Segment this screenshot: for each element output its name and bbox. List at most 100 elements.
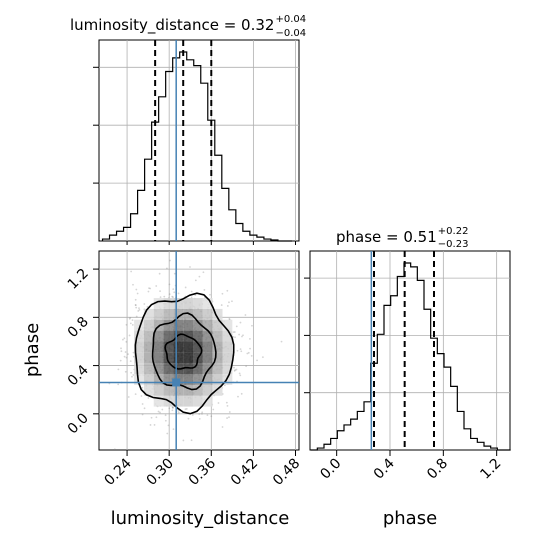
sample-point — [177, 464, 179, 466]
sample-point — [135, 315, 138, 318]
sample-point — [185, 408, 188, 410]
sample-point — [134, 304, 137, 306]
sample-point — [125, 323, 128, 326]
density-cell — [183, 352, 194, 364]
density-cell — [153, 330, 164, 342]
sample-point — [163, 295, 166, 298]
sample-point — [131, 375, 133, 378]
density-cell — [212, 330, 223, 342]
sample-point — [228, 411, 231, 413]
density-cell — [212, 308, 223, 320]
density-cell — [134, 363, 144, 375]
density-cell — [173, 352, 184, 364]
sample-point — [244, 314, 247, 316]
density-cell — [202, 319, 213, 331]
sample-point — [137, 310, 140, 312]
sample-point — [138, 308, 141, 311]
histogram-layer — [101, 51, 511, 451]
density-cell — [212, 352, 223, 364]
sample-point — [168, 407, 171, 410]
density-cell — [173, 298, 184, 309]
sample-point — [155, 285, 158, 287]
sample-point — [184, 286, 187, 289]
sample-point — [177, 292, 180, 295]
density-cell — [183, 308, 194, 320]
density-cell — [212, 374, 223, 385]
density-cell — [202, 395, 213, 407]
sample-point — [172, 428, 175, 431]
x-ld-tick-label: 0.36 — [186, 455, 219, 488]
sample-point — [130, 270, 133, 273]
title-phase-text: phase = 0.51 — [336, 228, 437, 246]
sample-point — [203, 289, 206, 291]
sample-point — [233, 331, 236, 333]
sample-point — [187, 417, 190, 420]
density-cell — [202, 330, 213, 342]
sample-point — [164, 419, 167, 422]
sample-point — [173, 272, 176, 275]
density-cell — [183, 363, 194, 375]
density-cell — [163, 352, 174, 364]
sample-point — [125, 356, 128, 359]
density-cell — [143, 308, 154, 320]
density-cell — [173, 308, 184, 320]
sample-point — [198, 413, 201, 415]
x-phase-tick-label: 0.8 — [424, 456, 451, 483]
density-cell — [202, 363, 213, 375]
sample-point — [168, 283, 171, 286]
sample-point — [201, 413, 203, 415]
sample-point — [125, 340, 128, 343]
x-ld-tick-label: 0.42 — [228, 456, 261, 489]
sample-point — [132, 374, 135, 376]
sample-point — [127, 396, 130, 398]
density-cell — [163, 308, 174, 320]
sample-point — [236, 349, 239, 352]
contour-outer — [134, 292, 235, 415]
histogram-luminosity-distance — [101, 51, 292, 242]
density-cell — [163, 384, 174, 396]
sample-point — [249, 347, 251, 350]
sample-point — [226, 404, 229, 407]
sample-point — [147, 290, 150, 293]
density-cell — [153, 298, 164, 309]
sample-point — [131, 324, 134, 326]
density-cell — [193, 341, 203, 353]
density-cell — [202, 308, 213, 320]
density-cell — [143, 352, 154, 364]
density-cell — [193, 363, 203, 375]
sample-point — [132, 351, 135, 354]
sample-point — [123, 355, 126, 358]
density-cell — [153, 374, 164, 385]
sample-point — [157, 410, 160, 413]
density-cell — [153, 352, 164, 364]
sample-point — [240, 350, 243, 353]
sample-point — [119, 359, 122, 362]
sample-point — [239, 374, 242, 377]
sample-point — [232, 331, 235, 334]
density-cell — [222, 363, 233, 375]
sample-point — [238, 372, 241, 375]
sample-point — [206, 414, 209, 417]
sample-point — [280, 340, 283, 343]
density-cell — [183, 319, 194, 331]
sample-point — [238, 333, 241, 336]
density-cell — [183, 374, 194, 385]
density-cell — [163, 374, 174, 385]
sample-point — [221, 426, 224, 428]
density-cell — [143, 330, 154, 342]
sample-point — [241, 335, 243, 338]
density-cell — [193, 374, 203, 385]
density-cell — [163, 341, 174, 353]
density-cell — [193, 298, 203, 309]
density-cell — [212, 319, 223, 331]
sample-point — [143, 303, 146, 305]
density-cell — [153, 341, 164, 353]
density-cell — [173, 395, 184, 407]
sample-point — [172, 406, 174, 409]
sample-point — [256, 359, 258, 362]
title-luminosity-distance: luminosity_distance = 0.32 — [70, 16, 274, 35]
sample-point — [237, 395, 239, 398]
sample-point — [217, 402, 220, 404]
